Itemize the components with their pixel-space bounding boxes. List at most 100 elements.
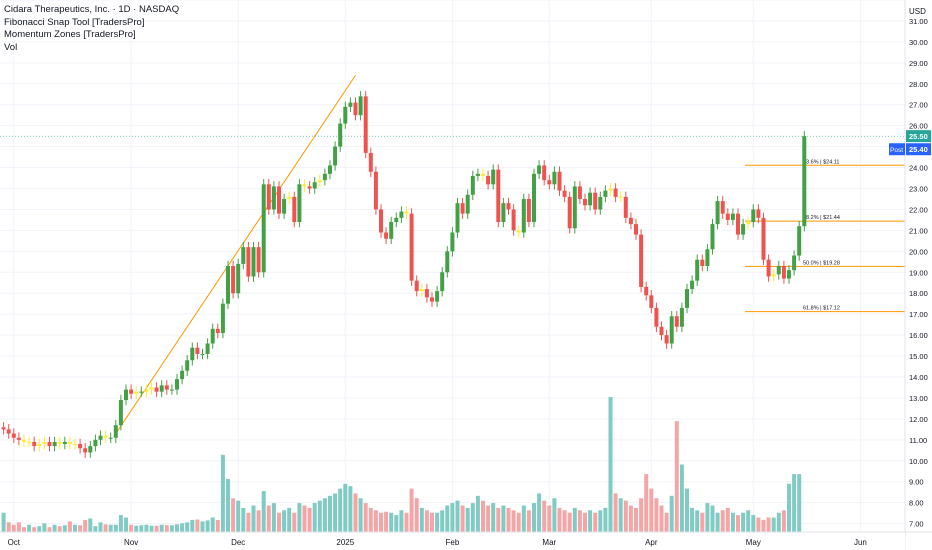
volume-bar (83, 519, 88, 532)
volume-bar (113, 524, 118, 532)
volume-bar (236, 500, 241, 532)
volume-bar (736, 515, 740, 532)
volume-bar (328, 495, 332, 532)
candle-body (144, 389, 149, 392)
volume-bar (751, 515, 756, 532)
price-tick-label: 27.00 (909, 101, 928, 110)
volume-bar (776, 512, 781, 532)
price-tick-label: 30.00 (909, 38, 928, 47)
trend-line (115, 75, 356, 434)
volume-bar (103, 524, 108, 532)
time-tick-label: Dec (231, 538, 245, 547)
volume-bar (572, 507, 577, 532)
candle-body (736, 213, 740, 235)
volume-bar (373, 510, 378, 532)
candle-body (679, 307, 684, 327)
candle-body (108, 437, 113, 439)
candle-body (465, 194, 470, 214)
time-tick-label: 2025 (336, 538, 354, 547)
volume-bar (761, 519, 766, 532)
volume-bar (465, 507, 470, 532)
volume-bar (404, 512, 409, 532)
time-tick-label: Apr (645, 538, 658, 547)
candle-body (261, 184, 266, 273)
price-tick-label: 11.00 (909, 436, 927, 445)
candle-body (302, 184, 307, 187)
volume-bar (424, 510, 429, 532)
volume-bar (771, 517, 776, 532)
volume-bar (598, 510, 603, 532)
candle-body (496, 169, 501, 223)
volume-bar (797, 474, 802, 532)
indicator-volume[interactable]: Vol (4, 41, 18, 53)
volume-bar (271, 503, 276, 532)
volume-bar (226, 478, 230, 532)
volume-bar (695, 510, 700, 532)
candle-body (368, 152, 373, 172)
candle-body (644, 286, 649, 296)
candle-body (322, 173, 327, 181)
candle-body (22, 439, 26, 442)
candle-body (282, 198, 287, 214)
candle-body (175, 379, 179, 390)
candle-body (373, 171, 378, 210)
volume-bar (190, 519, 195, 532)
candle-body (424, 289, 429, 298)
candle-body (220, 303, 225, 334)
candle-body (481, 173, 485, 176)
candle-body (215, 328, 220, 334)
price-tick-label: 31.00 (909, 17, 928, 26)
volume-bar (205, 520, 210, 532)
candle-body (593, 192, 598, 210)
volume-bar (134, 525, 139, 532)
volume-bar (414, 498, 419, 532)
candle-body (42, 441, 47, 445)
candle-body (103, 435, 108, 438)
candle-body (792, 255, 797, 271)
candle-body (419, 289, 424, 292)
candle-body (532, 173, 536, 223)
price-tick-label: 15.00 (909, 352, 928, 361)
candle-body (6, 429, 11, 434)
volume-bar (93, 526, 98, 532)
volume-bar (159, 524, 164, 532)
volume-bar (169, 525, 174, 532)
volume-bar (185, 522, 190, 532)
candle-body (205, 343, 210, 354)
volume-bar (715, 512, 720, 532)
volume-bar (577, 510, 582, 532)
candle-body (67, 441, 72, 445)
volume-bar (144, 524, 149, 532)
indicator-momentum-zones[interactable]: Momentum Zones [TradersPro] (4, 29, 136, 40)
volume-bar (52, 524, 57, 532)
chart-legend: Cidara Therapeutics, Inc. · 1D · NASDAQ … (4, 4, 179, 54)
volume-bar (491, 503, 496, 532)
volume-bar (1, 512, 6, 532)
volume-bar (634, 507, 638, 532)
indicator-fibonacci[interactable]: Fibonacci Snap Tool [TradersPro] (4, 16, 145, 28)
candle-body (317, 180, 322, 183)
volume-bar (302, 505, 307, 532)
volume-bar (256, 510, 261, 532)
candle-body (450, 232, 455, 252)
candle-body (11, 433, 16, 438)
candle-body (399, 211, 404, 218)
candle-body (598, 196, 603, 210)
volume-bar (547, 505, 552, 532)
volume-bar (277, 512, 281, 532)
candle-body (634, 224, 638, 235)
price-tick-label: 19.00 (909, 268, 928, 277)
candle-body (781, 266, 786, 279)
candle-body (746, 222, 751, 225)
candle-body (741, 224, 746, 235)
volume-bar (241, 507, 246, 532)
candle-body (154, 387, 159, 392)
candle-body (623, 196, 628, 218)
candle-body (455, 203, 460, 233)
symbol-title[interactable]: Cidara Therapeutics, Inc. · 1D · NASDAQ (4, 4, 180, 15)
volume-bar (674, 421, 679, 532)
volume-bar (705, 503, 710, 532)
candle-body (27, 441, 32, 443)
volume-bar (379, 512, 383, 532)
